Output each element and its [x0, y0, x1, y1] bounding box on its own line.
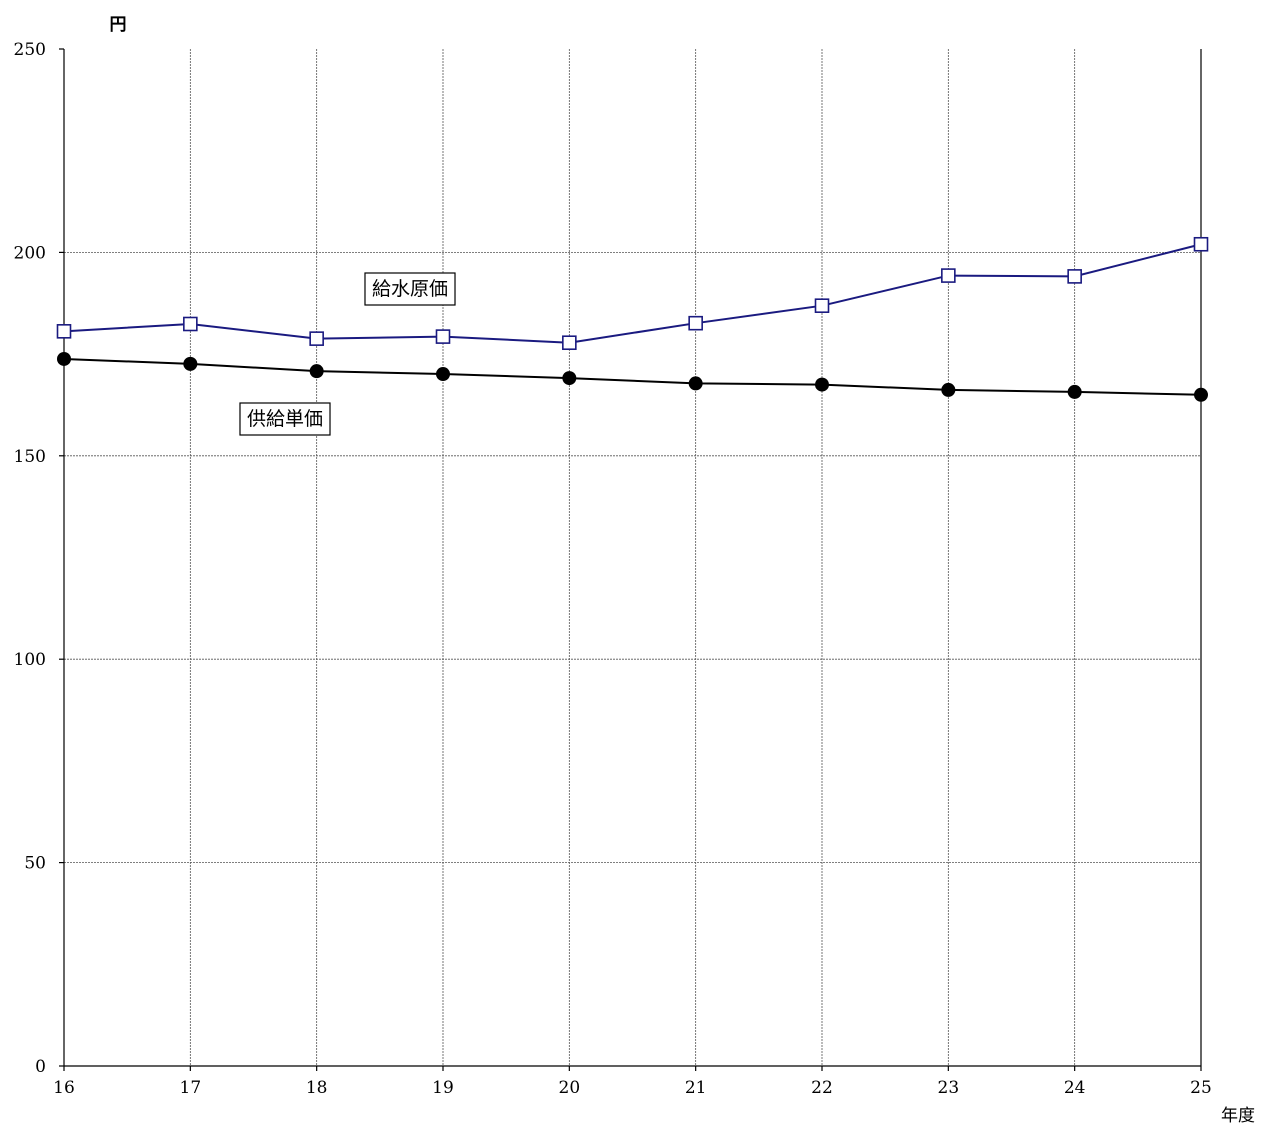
series-line-0	[63, 243, 1202, 344]
series-label-box: 給水原価	[364, 272, 456, 306]
data-point	[814, 298, 830, 313]
axis-layer	[59, 48, 1202, 1071]
data-point	[57, 351, 71, 366]
y-tick-label: 100	[14, 650, 46, 670]
data-point	[436, 367, 450, 382]
y-tick-label: 0	[35, 1057, 46, 1077]
data-point	[1067, 269, 1082, 284]
x-tick-label: 16	[53, 1078, 75, 1098]
x-tick-label: 24	[1064, 1078, 1086, 1098]
y-tick-label: 150	[14, 447, 46, 467]
y-tick-label: 250	[14, 40, 46, 60]
data-point	[309, 331, 324, 346]
y-tick-label: 200	[14, 243, 46, 263]
data-point	[309, 364, 324, 379]
series-label-box: 供給単価	[239, 402, 331, 436]
data-point	[815, 377, 829, 392]
data-point	[688, 315, 703, 331]
y-axis-unit-label: 円	[110, 15, 127, 35]
x-tick-label: 18	[306, 1078, 328, 1098]
series-label-border	[364, 272, 456, 306]
grid-layer	[64, 49, 1201, 1066]
x-tick-label: 22	[811, 1078, 833, 1098]
x-tick-label: 19	[432, 1078, 454, 1098]
x-tick-label: 20	[559, 1078, 581, 1098]
x-tick-label: 25	[1190, 1078, 1212, 1098]
series-label-text: 供給単価	[247, 408, 323, 430]
x-axis-unit-label: 年度	[1221, 1106, 1255, 1126]
data-point	[941, 382, 956, 397]
series-label-text: 給水原価	[372, 278, 448, 300]
series-layer	[56, 236, 1209, 402]
data-point	[941, 268, 956, 283]
data-point	[562, 335, 577, 351]
data-point	[183, 316, 198, 332]
series-line-1	[63, 357, 1202, 396]
x-tick-label: 21	[685, 1078, 707, 1098]
data-point	[435, 329, 451, 344]
data-point	[688, 376, 703, 391]
x-tick-label: 23	[938, 1078, 960, 1098]
data-point	[183, 356, 198, 371]
tick-label-layer: 0 50 100 150 200 250 16 17 18 19 20 21 22 23 24 25	[14, 40, 1212, 1098]
data-point	[1193, 236, 1209, 252]
data-point	[1067, 384, 1082, 399]
x-tick-label: 17	[180, 1078, 202, 1098]
series-label-border	[239, 402, 331, 436]
data-point	[562, 371, 577, 386]
data-point	[56, 324, 72, 339]
data-point	[1194, 387, 1208, 402]
y-tick-label: 50	[24, 854, 46, 874]
